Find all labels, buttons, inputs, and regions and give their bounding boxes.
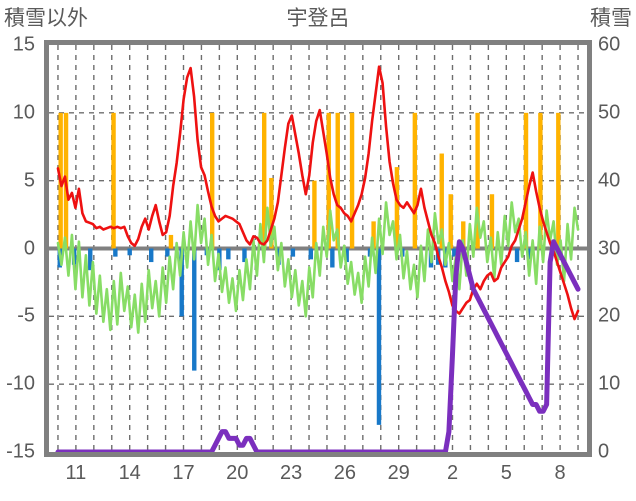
y-tick-right: 40 (598, 169, 621, 192)
y-tick-right: 10 (598, 372, 621, 395)
y-tick-right: 0 (598, 440, 610, 463)
x-tick: 29 (387, 462, 410, 484)
plot-area (49, 45, 587, 452)
x-tick: 8 (554, 462, 566, 484)
y-tick-left: -10 (6, 372, 35, 395)
page-title: 宇登呂 (286, 7, 350, 30)
y-tick-left: 5 (23, 169, 35, 192)
y-tick-left: 15 (12, 33, 35, 56)
left-axis-title: 積雪以外 (4, 7, 88, 30)
x-tick: 11 (65, 462, 87, 484)
x-tick: 20 (226, 462, 249, 484)
y-tick-right: 50 (598, 101, 621, 124)
x-tick: 2 (446, 462, 459, 484)
y-tick-left: -15 (6, 440, 35, 463)
x-tick: 14 (118, 462, 141, 484)
right-axis-title: 積雪 (590, 7, 632, 30)
x-tick: 5 (500, 462, 512, 484)
y-tick-right: 60 (598, 33, 621, 56)
x-tick: 23 (279, 462, 303, 484)
x-tick: 26 (333, 462, 357, 484)
y-tick-right: 30 (598, 237, 621, 259)
y-tick-left: -5 (17, 304, 35, 327)
y-tick-left: 10 (12, 101, 35, 124)
y-tick-right: 20 (598, 304, 621, 327)
x-tick: 17 (172, 462, 195, 484)
data-series (55, 65, 581, 452)
y-tick-left: 0 (23, 237, 35, 259)
